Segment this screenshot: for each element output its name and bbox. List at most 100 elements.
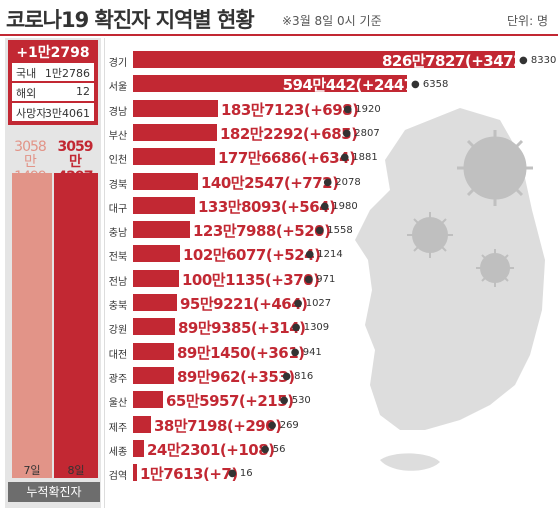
region-bar <box>133 173 198 190</box>
region-value-label: 65만5957(+215) <box>166 392 294 410</box>
region-label: 경남 <box>108 107 128 118</box>
region-deaths: ● 1558 <box>315 225 352 236</box>
person-icon: ● <box>293 298 306 309</box>
region-label: 경기 <box>108 58 128 69</box>
region-bar <box>133 148 215 165</box>
region-label: 세종 <box>108 447 128 458</box>
region-value-label: 24만2301(+108) <box>147 441 275 459</box>
breakdown-label: 국내 <box>16 67 37 80</box>
death-count: 2807 <box>354 128 380 139</box>
person-icon: ● <box>323 177 336 188</box>
region-deaths: ● 816 <box>282 371 313 382</box>
korea-map-graphic <box>355 108 545 471</box>
death-count: 530 <box>291 395 311 406</box>
person-icon: ● <box>279 395 292 406</box>
region-deaths: ● 56 <box>261 444 286 455</box>
death-count: 16 <box>239 468 253 479</box>
person-icon: ● <box>228 468 240 479</box>
death-count: 816 <box>294 371 314 382</box>
region-label: 경북 <box>108 180 128 191</box>
virus-graphic-medium <box>476 249 514 287</box>
death-count: 971 <box>316 274 336 285</box>
breakdown-value: 3만4061 <box>44 107 90 120</box>
region-deaths: ● 941 <box>291 347 322 358</box>
region-bar <box>133 221 190 238</box>
region-bar <box>133 270 179 287</box>
region-label: 강원 <box>108 325 128 336</box>
region-deaths: ● 269 <box>268 420 299 431</box>
region-deaths: ● 8330 <box>519 55 556 66</box>
person-icon: ● <box>340 152 353 163</box>
region-bar <box>133 124 217 141</box>
region-deaths: ● 6358 <box>411 79 448 90</box>
death-count: 2078 <box>335 177 361 188</box>
death-count: 941 <box>302 347 322 358</box>
region-value-label: 182만2292(+685) <box>220 125 358 143</box>
title-underline <box>0 34 558 36</box>
region-bar <box>133 197 195 214</box>
region-value-label: 177만6686(+634) <box>218 149 356 167</box>
day-label-current: 8일 <box>67 464 85 477</box>
region-deaths: ● 971 <box>304 274 335 285</box>
region-value-label: 133만8093(+564) <box>198 198 336 216</box>
region-deaths: ● 2807 <box>342 128 379 139</box>
virus-graphic-large <box>457 130 533 206</box>
region-label: 충북 <box>108 301 128 312</box>
region-deaths: ● 1214 <box>305 249 342 260</box>
person-icon: ● <box>411 79 423 90</box>
death-count: 1214 <box>317 249 343 260</box>
person-icon: ● <box>267 420 280 431</box>
region-value-label: 100만1135(+370) <box>182 271 320 289</box>
unit-label: 단위: 명 <box>507 14 548 28</box>
region-value-label: 1만7613(+7) <box>140 465 238 483</box>
region-value-label: 95만9221(+464) <box>180 295 308 313</box>
person-icon: ● <box>282 371 295 382</box>
new-cases-box: +1만2798 국내 1만2786 해외 12 사망자 3만4061 <box>8 40 98 125</box>
region-deaths: ● 1027 <box>294 298 331 309</box>
person-icon: ● <box>290 347 303 358</box>
cumulative-prev-label-line: 3058만 <box>14 139 47 170</box>
region-bar <box>133 318 175 335</box>
region-value-label: 89만1450(+361) <box>177 344 305 362</box>
region-value-label: 594만442(+2447) <box>282 76 421 94</box>
region-label: 대전 <box>108 350 128 361</box>
death-count: 269 <box>279 420 299 431</box>
person-icon: ● <box>519 55 531 66</box>
region-label: 울산 <box>108 398 128 409</box>
breakdown-value: 1만2786 <box>44 67 90 80</box>
region-label: 검역 <box>108 471 128 482</box>
region-bar <box>133 245 180 262</box>
region-label: 인천 <box>108 155 128 166</box>
region-deaths: ● 1980 <box>320 201 357 212</box>
region-label: 대구 <box>108 204 128 215</box>
death-count: 1558 <box>327 225 353 236</box>
region-value-label: 38만7198(+290) <box>154 417 282 435</box>
person-icon: ● <box>305 249 318 260</box>
person-icon: ● <box>320 201 333 212</box>
region-label: 전남 <box>108 277 128 288</box>
region-label: 광주 <box>108 374 128 385</box>
region-bar <box>133 343 174 360</box>
region-bar <box>133 440 144 457</box>
day-label-prev: 7일 <box>23 464 41 477</box>
death-count: 1027 <box>305 298 332 309</box>
region-deaths: ● 1920 <box>343 104 380 115</box>
region-value-label: 140만2547(+772) <box>201 174 339 192</box>
new-cases-total: +1만2798 <box>16 45 90 61</box>
region-value-label: 123만7988(+520) <box>193 222 331 240</box>
region-deaths: ● 1881 <box>340 152 377 163</box>
death-count: 6358 <box>422 79 449 90</box>
region-bar <box>133 51 515 68</box>
panel-divider <box>104 38 105 508</box>
region-value-label: 89만9385(+314) <box>178 319 306 337</box>
breakdown-domestic: 국내 1만2786 <box>12 63 94 81</box>
region-bar <box>133 75 407 92</box>
region-deaths: ● 530 <box>280 395 311 406</box>
region-deaths: ● 16 <box>228 468 253 479</box>
person-icon: ● <box>291 322 304 333</box>
region-deaths: ● 2078 <box>323 177 360 188</box>
person-icon: ● <box>342 128 355 139</box>
region-value-label: 826만7827(+3472) <box>382 52 530 70</box>
breakdown-deaths: 사망자 3만4061 <box>12 103 94 121</box>
region-label: 제주 <box>108 423 128 434</box>
